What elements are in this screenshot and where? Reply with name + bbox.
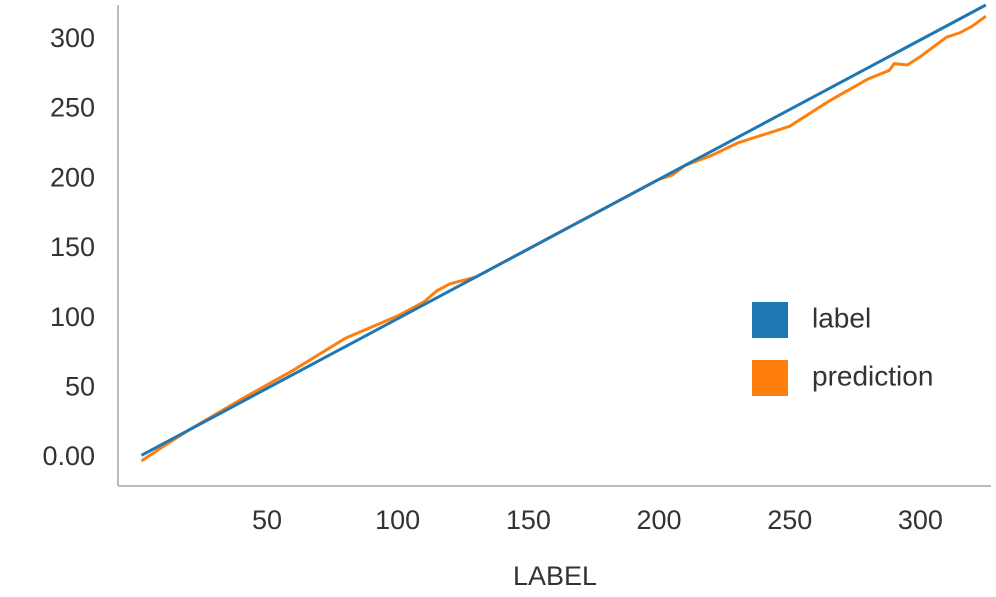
x-axis-label: LABEL [513,561,597,591]
x-tick-label: 250 [767,505,812,535]
y-tick-label: 200 [50,162,95,192]
y-tick-label: 100 [50,302,95,332]
x-tick-label: 100 [375,505,420,535]
x-tick-label: 150 [506,505,551,535]
series-line [140,14,987,463]
legend-label: prediction [812,360,933,391]
y-tick-label: 250 [50,93,95,123]
y-tick-label: 50 [65,372,95,402]
series-line [140,3,987,457]
legend-label: label [812,302,871,333]
y-tick-label: 300 [50,23,95,53]
y-tick-label: 0.00 [42,441,95,471]
legend-swatch [752,360,788,396]
legend-swatch [752,302,788,338]
y-tick-label: 150 [50,232,95,262]
x-tick-label: 200 [637,505,682,535]
x-tick-label: 50 [252,505,282,535]
x-tick-label: 300 [898,505,943,535]
